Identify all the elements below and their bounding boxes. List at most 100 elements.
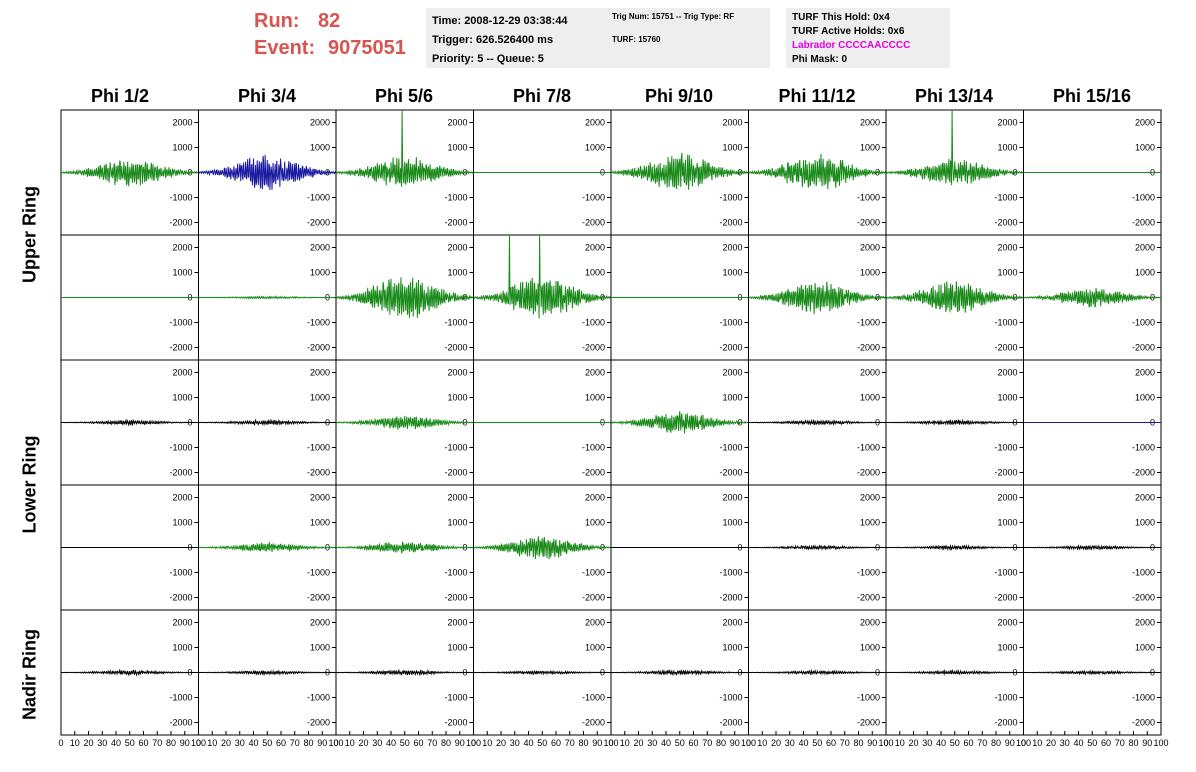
y-tick-label: 1000 [172,143,192,153]
y-tick-label: -1000 [719,443,742,453]
y-tick-label: -1000 [582,568,605,578]
y-tick-label: -1000 [444,693,467,703]
x-tick-label: 50 [812,738,822,748]
x-tick-label: 70 [290,738,300,748]
x-tick-label: 20 [358,738,368,748]
y-tick-label: 2000 [997,493,1017,503]
y-tick-label: -2000 [307,343,330,353]
y-tick-label: -1000 [307,443,330,453]
waveform-trace [335,109,474,187]
y-tick-label: -1000 [1132,443,1155,453]
phi-label-6: Phi 11/12 [778,86,856,106]
y-tick-label: 2000 [310,618,330,628]
y-tick-label: -1000 [169,318,192,328]
y-tick-label: 2000 [447,368,467,378]
y-tick-label: -2000 [1132,718,1155,728]
y-tick-label: -2000 [582,718,605,728]
y-tick-label: -2000 [994,468,1017,478]
x-tick-label: 60 [276,738,286,748]
y-tick-label: 2000 [860,493,880,503]
x-tick-label: 70 [565,738,575,748]
y-tick-label: 1000 [585,268,605,278]
y-tick-label: 1000 [722,643,742,653]
waveform-trace [473,669,611,676]
waveform-trace [748,668,887,676]
y-tick-label: 2000 [722,493,742,503]
y-tick-label: -2000 [994,718,1017,728]
waveform-trace [885,281,1024,313]
waveform-trace [473,536,612,560]
y-tick-label: 2000 [1135,118,1155,128]
y-tick-label: -1000 [719,693,742,703]
y-tick-label: 1000 [860,518,880,528]
x-tick-label: 60 [413,738,423,748]
y-tick-label: 1000 [172,393,192,403]
x-tick-label: 50 [125,738,135,748]
x-tick-label: 20 [83,738,93,748]
y-tick-label: 1000 [447,643,467,653]
y-tick-label: 2000 [1135,493,1155,503]
y-tick-label: -1000 [1132,693,1155,703]
y-tick-label: -2000 [444,718,467,728]
x-tick-label: 50 [400,738,410,748]
y-tick-label: 1000 [722,143,742,153]
y-tick-label: -1000 [169,193,192,203]
trig-info-box: Trig Num: 15751 -- Trig Type: RF TURF: 1… [606,8,770,68]
trigger-text: Trigger: 626.526400 ms [432,34,554,46]
y-tick-label: -1000 [169,693,192,703]
waveform-trace [748,154,887,190]
x-tick-label: 0 [883,738,888,748]
y-tick-label: 1000 [1135,393,1155,403]
y-tick-label: 2000 [172,368,192,378]
x-tick-label: 70 [840,738,850,748]
x-tick-label: 0 [471,738,476,748]
turf-num-text: TURF: 15760 [612,35,661,44]
y-tick-label: 1000 [860,143,880,153]
x-tick-label: 10 [482,738,492,748]
x-tick-label: 0 [333,738,338,748]
y-tick-label: 2000 [1135,618,1155,628]
x-tick-label: 20 [1046,738,1056,748]
y-tick-label: -2000 [719,468,742,478]
x-tick-label: 100 [1153,738,1168,748]
x-tick-label: 80 [578,738,588,748]
y-tick-label: 1000 [447,393,467,403]
y-tick-label: -1000 [444,443,467,453]
waveform-trace [610,152,749,190]
y-tick-label: -1000 [169,568,192,578]
x-tick-label: 100 [328,738,343,748]
y-tick-label: 1000 [310,518,330,528]
y-tick-label: 2000 [447,618,467,628]
waveform-trace [885,109,1024,186]
y-tick-label: -1000 [857,193,880,203]
y-tick-label: -2000 [307,593,330,603]
waveform-trace [610,411,749,434]
y-tick-label: 2000 [860,368,880,378]
waveform-trace [748,544,887,551]
x-tick-label: 90 [1142,738,1152,748]
x-tick-label: 30 [235,738,245,748]
y-tick-label: 2000 [860,618,880,628]
y-tick-label: -2000 [307,218,330,228]
y-tick-label: -2000 [582,218,605,228]
y-tick-label: -2000 [444,593,467,603]
y-tick-label: -2000 [994,343,1017,353]
y-tick-label: 2000 [997,618,1017,628]
y-tick-label: -2000 [169,593,192,603]
y-tick-label: 1000 [722,268,742,278]
x-tick-label: 60 [138,738,148,748]
y-tick-label: -2000 [582,343,605,353]
phi-label-3: Phi 5/6 [374,86,434,106]
y-tick-label: 1000 [860,643,880,653]
y-tick-label: -1000 [994,568,1017,578]
y-tick-label: -2000 [1132,468,1155,478]
x-tick-label: 40 [1073,738,1083,748]
y-tick-label: 1000 [310,143,330,153]
x-tick-label: 100 [1016,738,1031,748]
x-tick-label: 40 [111,738,121,748]
x-tick-label: 60 [826,738,836,748]
x-tick-label: 40 [523,738,533,748]
phi-label-8: Phi 15/16 [1052,86,1132,106]
y-tick-label: -2000 [1132,593,1155,603]
x-tick-label: 100 [741,738,756,748]
